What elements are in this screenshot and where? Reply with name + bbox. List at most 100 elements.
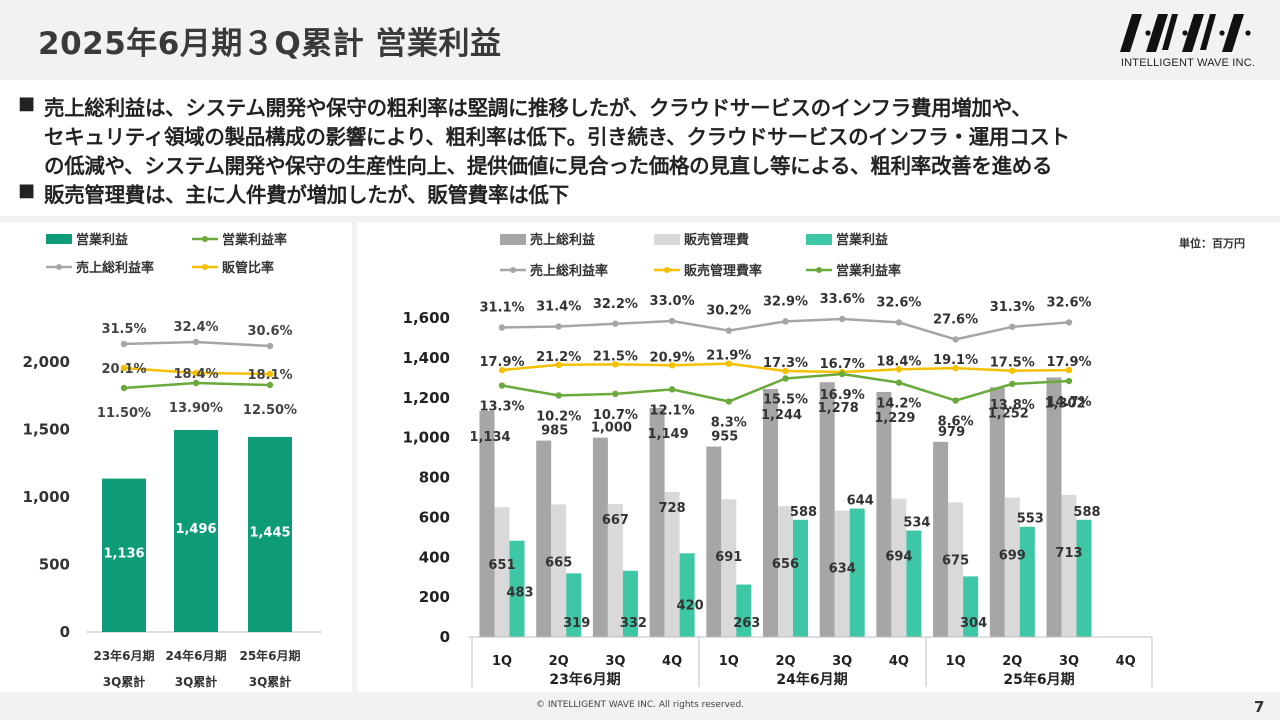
quarter-bar xyxy=(906,530,922,637)
rate-point xyxy=(725,327,732,334)
page-number: 7 xyxy=(1254,698,1265,716)
rate-label: 32.9% xyxy=(763,294,808,309)
rate-point xyxy=(498,324,506,331)
quarter-bar xyxy=(736,584,752,637)
op-profit-bar xyxy=(248,436,292,632)
y-tick-label: 1,000 xyxy=(23,488,70,506)
legend-label: 売上総利益率 xyxy=(76,260,154,276)
rate-point xyxy=(952,336,959,343)
gross-profit-label: 1,134 xyxy=(469,430,510,445)
rate-point xyxy=(668,362,676,369)
quarter-bar xyxy=(1046,377,1062,637)
rate-label: 19.1% xyxy=(933,353,978,368)
quarter-bar xyxy=(963,576,979,637)
rate-point xyxy=(1065,377,1073,385)
company-logo-text: INTELLIGENT WAVE INC. xyxy=(1120,57,1256,69)
y-tick-label: 0 xyxy=(60,623,70,641)
y-tick-label: 800 xyxy=(419,469,450,487)
rate-point xyxy=(1009,380,1016,388)
rate-label: 32.2% xyxy=(593,297,638,312)
x-tick-label: 25年6月期 xyxy=(239,648,300,663)
rate-label: 32.6% xyxy=(876,295,921,310)
rate-point xyxy=(266,370,274,378)
y-tick-label: 1,000 xyxy=(403,429,450,447)
op-profit-label: 304 xyxy=(960,616,987,631)
rate-point xyxy=(612,320,619,327)
gross-profit-label: 1,229 xyxy=(874,411,915,426)
quarter-bar xyxy=(607,504,623,637)
gross-profit-label: 1,000 xyxy=(591,421,632,436)
rate-label: 16.7% xyxy=(820,357,865,372)
quarter-bar xyxy=(933,441,949,637)
rate-label: 31.3% xyxy=(990,300,1035,315)
sga-label: 675 xyxy=(942,553,969,568)
legend-swatch xyxy=(806,234,832,245)
rate-label: 11.50% xyxy=(97,406,151,421)
op-profit-bar xyxy=(174,430,218,632)
rate-point xyxy=(1009,323,1016,331)
rate-label: 18.4% xyxy=(876,354,921,369)
rate-label: 8.6% xyxy=(938,415,974,430)
y-tick-label: 1,200 xyxy=(403,389,450,407)
group-label: 24年6月期 xyxy=(776,671,847,688)
legend-label: 営業利益率 xyxy=(222,232,287,248)
quarter-bar xyxy=(763,388,778,637)
x-tick-label: 2Q xyxy=(1002,654,1022,669)
rate-point xyxy=(555,323,562,330)
rate-label: 8.3% xyxy=(711,416,747,431)
rate-point xyxy=(120,340,128,348)
quarter-bar xyxy=(509,540,525,637)
rate-label: 15.5% xyxy=(763,392,808,407)
quarter-bar xyxy=(649,407,665,637)
y-tick-label: 1,400 xyxy=(403,349,450,367)
quarter-bar xyxy=(721,499,737,637)
rate-label: 17.9% xyxy=(1046,355,1091,370)
sga-label: 651 xyxy=(488,558,515,573)
x-tick-label: 4Q xyxy=(889,654,909,669)
quarter-bar xyxy=(989,387,1005,637)
y-tick-label: 500 xyxy=(39,556,70,574)
op-profit-label: 644 xyxy=(847,494,874,509)
y-tick-label: 2,000 xyxy=(23,353,70,371)
sga-label: 699 xyxy=(999,549,1026,564)
rate-label: 18.4% xyxy=(173,367,218,382)
rate-label: 31.4% xyxy=(536,299,581,314)
gross-profit-label: 979 xyxy=(938,425,965,440)
quarter-bar xyxy=(849,508,865,637)
group-label: 25年6月期 xyxy=(1003,671,1074,688)
rate-label: 17.3% xyxy=(763,356,808,371)
gross-profit-label: 985 xyxy=(541,424,568,439)
rate-point xyxy=(555,392,562,399)
rate-point xyxy=(612,390,619,398)
gross-profit-label: 1,302 xyxy=(1044,396,1085,411)
x-tick-label: 4Q xyxy=(662,654,682,669)
rate-label: 10.2% xyxy=(536,409,581,424)
quarter-bar xyxy=(778,506,793,637)
quarter-bar xyxy=(679,553,695,637)
rate-point xyxy=(266,381,274,389)
rate-point xyxy=(120,384,128,392)
x-tick-label: 2Q xyxy=(549,654,569,669)
x-tick-label: 3Q xyxy=(605,654,625,669)
bullet-line-1: 売上総利益は、システム開発や保守の粗利率は堅調に推移したが、クラウドサービスのイ… xyxy=(44,96,1032,120)
rate-point xyxy=(555,361,562,368)
rate-point xyxy=(782,367,789,375)
y-tick-label: 1,500 xyxy=(23,421,70,439)
page-title: 2025年6月期３Q累計 営業利益 xyxy=(38,26,502,62)
rate-point xyxy=(782,375,789,382)
x-tick-label: 3Q累計 xyxy=(249,674,292,689)
rate-point xyxy=(668,386,676,393)
bar-value-label: 1,445 xyxy=(249,525,290,540)
legend-swatch-marker xyxy=(816,267,822,273)
x-tick-label: 4Q xyxy=(1116,654,1136,669)
rate-label: 21.9% xyxy=(706,349,751,364)
rate-point xyxy=(895,366,903,373)
legend-swatch-marker xyxy=(202,264,208,270)
gross-profit-label: 1,278 xyxy=(818,401,859,416)
legend-swatch-marker xyxy=(56,264,62,270)
rate-point xyxy=(1065,319,1073,326)
rate-point xyxy=(120,364,128,372)
quarterly-chart-panel: 単位：百万円 売上総利益 販売管理費 営業利益 売上総利益率 販売管理費率 営業利益率 0 20… xyxy=(357,222,1280,692)
x-tick-label: 3Q xyxy=(832,654,852,669)
op-profit-label: 319 xyxy=(563,616,590,631)
